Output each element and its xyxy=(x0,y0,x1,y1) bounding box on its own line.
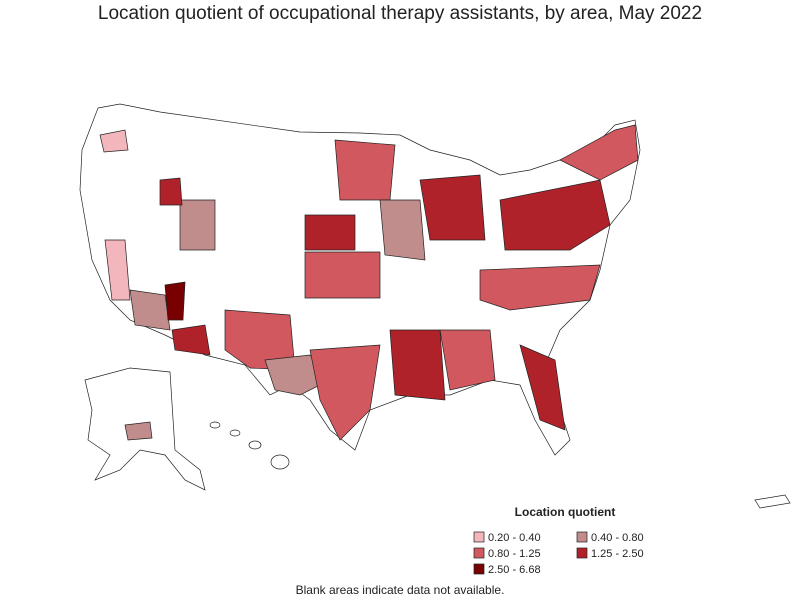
legend: Location quotient 0.20 - 0.40 0.40 - 0.80… xyxy=(473,505,644,576)
region xyxy=(129,289,171,331)
puerto-rico xyxy=(754,494,791,509)
region xyxy=(379,199,426,261)
region xyxy=(164,281,186,321)
region xyxy=(389,329,446,401)
note: Blank areas indicate data not available. xyxy=(296,583,505,597)
legend-label: 0.40 - 0.80 xyxy=(591,532,644,544)
map xyxy=(79,103,791,509)
map-title: Location quotient of occupational therap… xyxy=(98,3,702,24)
legend-label: 0.80 - 1.25 xyxy=(488,548,541,560)
region xyxy=(309,344,381,441)
region xyxy=(104,239,131,301)
legend-swatch xyxy=(576,531,588,543)
region xyxy=(439,329,496,391)
region xyxy=(419,174,486,241)
region xyxy=(334,139,396,201)
legend-swatch xyxy=(473,563,485,575)
hawaii xyxy=(248,440,262,450)
legend-label: 1.25 - 2.50 xyxy=(591,548,644,560)
region xyxy=(559,124,639,181)
region xyxy=(124,421,153,441)
legend-swatch xyxy=(473,531,485,543)
region xyxy=(171,324,211,356)
hawaii xyxy=(209,421,221,429)
hawaii xyxy=(229,429,241,437)
hawaii xyxy=(270,454,290,470)
region xyxy=(479,264,601,311)
legend-title: Location quotient xyxy=(515,505,616,519)
legend-swatch xyxy=(473,547,485,559)
region xyxy=(159,177,183,206)
region xyxy=(519,344,566,431)
region xyxy=(499,179,611,251)
legend-label: 0.20 - 0.40 xyxy=(488,532,541,544)
legend-swatch xyxy=(576,547,588,559)
region xyxy=(99,129,129,153)
region xyxy=(304,214,356,251)
region xyxy=(179,199,216,251)
region xyxy=(304,251,381,299)
legend-label: 2.50 - 6.68 xyxy=(488,564,541,576)
